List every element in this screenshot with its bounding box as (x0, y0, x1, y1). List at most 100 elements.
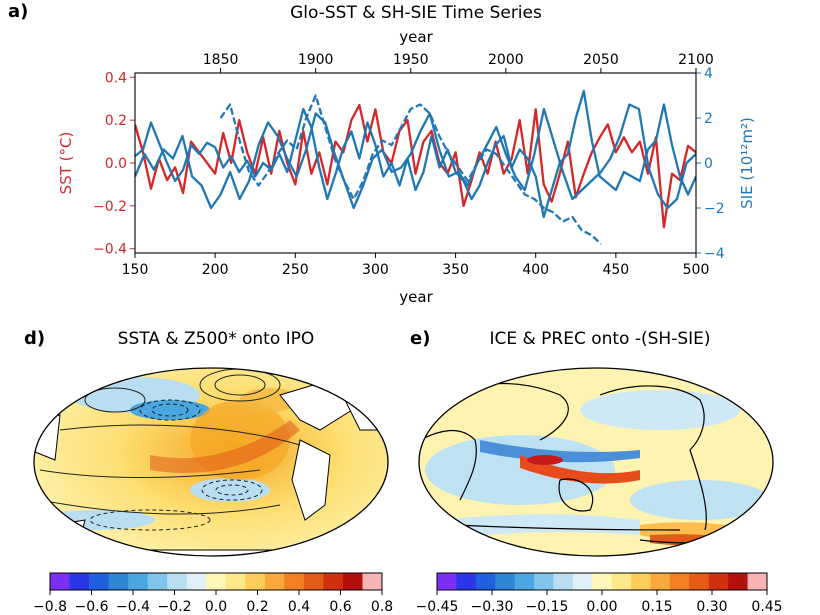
colorbar-d-tick-label: 0.2 (246, 599, 268, 615)
left-y-tick-label: 0.4 (105, 70, 127, 86)
colorbar-cell (708, 573, 729, 590)
colorbar-cell (650, 573, 671, 590)
colorbar-cell (206, 573, 227, 590)
left-y-tick-label: 0.2 (105, 113, 127, 129)
colorbar-cell (631, 573, 652, 590)
panel-a: a) Glo-SST & SH-SIE Time Series year yea… (8, 1, 756, 306)
colorbar-e-tick-label: 0.30 (696, 599, 727, 615)
panel-a-series (135, 89, 696, 245)
top-x-tick-label: 1950 (393, 52, 429, 68)
colorbar-cell (186, 573, 207, 590)
panel-d-label: d) (24, 328, 45, 349)
colorbar-cell (728, 573, 749, 590)
colorbar-cell (323, 573, 344, 590)
map-d (34, 368, 388, 556)
colorbar-cell (514, 573, 535, 590)
map-e-outline (418, 367, 774, 557)
series-line-3 (135, 103, 696, 210)
bottom-x-tick-label: 400 (522, 262, 549, 278)
series-line-2 (135, 89, 696, 219)
colorbar-e: −0.45 −0.30 −0.15 0.00 0.15 0.30 0.45 (416, 572, 783, 615)
panel-d-title: SSTA & Z500* onto IPO (118, 329, 315, 349)
bottom-x-tick-label: 250 (282, 262, 309, 278)
panel-a-label: a) (8, 1, 28, 22)
colorbar-cell (284, 573, 305, 590)
colorbar-d-tick-label: −0.8 (33, 599, 67, 615)
left-y-tick-label: −0.2 (93, 199, 127, 215)
colorbar-d: −0.8 −0.6 −0.4 −0.2 0.0 0.2 0.4 0.6 0.8 (33, 572, 393, 615)
colorbar-e-tick-label: 0.00 (586, 599, 617, 615)
bottom-x-tick-label: 500 (683, 262, 710, 278)
right-y-tick-label: 4 (704, 66, 713, 82)
colorbar-e-tick-label: −0.45 (416, 599, 459, 615)
colorbar-cell (611, 573, 632, 590)
colorbar-cell (553, 573, 574, 590)
panel-e-title: ICE & PREC onto -(SH-SIE) (489, 329, 710, 349)
right-y-tick-label: −2 (704, 201, 725, 217)
panel-a-ticks: 150 200 250 300 350 400 450 500 1850 1900 1950 2000… (93, 52, 725, 278)
colorbar-cell (69, 573, 90, 590)
right-y-tick-label: 2 (704, 111, 713, 127)
colorbar-e-tick-label: 0.45 (751, 599, 782, 615)
panel-e-label: e) (410, 328, 430, 349)
colorbar-cell (128, 573, 149, 590)
right-y-tick-label: −4 (704, 246, 725, 262)
colorbar-cell (495, 573, 516, 590)
series-line-1 (135, 103, 696, 229)
colorbar-cell (303, 573, 324, 590)
colorbar-d-tick-label: 0.6 (329, 599, 351, 615)
top-x-tick-label: 1850 (203, 52, 239, 68)
colorbar-cell (475, 573, 496, 590)
colorbar-d-tick-label: 0.0 (205, 599, 227, 615)
colorbar-cell (342, 573, 363, 590)
left-y-axis-label: SST (°C) (57, 132, 75, 195)
colorbar-cell (225, 573, 246, 590)
bottom-x-tick-label: 150 (122, 262, 149, 278)
bottom-x-tick-label: 200 (202, 262, 229, 278)
colorbar-cell (669, 573, 690, 590)
colorbar-cell (437, 573, 457, 590)
colorbar-cell (264, 573, 285, 590)
top-x-tick-label: 2050 (583, 52, 619, 68)
bottom-x-tick-label: 450 (602, 262, 629, 278)
bottom-x-tick-label: 300 (362, 262, 389, 278)
left-y-tick-label: 0.0 (105, 156, 127, 172)
colorbar-cell (572, 573, 593, 590)
map-d-outline (33, 367, 389, 557)
colorbar-cell (147, 573, 168, 590)
panel-a-title: Glo-SST & SH-SIE Time Series (290, 3, 542, 23)
series-line-4 (219, 94, 602, 245)
colorbar-cell (592, 573, 613, 590)
panel-d: d) SSTA & Z500* onto IPO (24, 328, 389, 557)
bottom-x-tick-label: 350 (442, 262, 469, 278)
colorbar-e-tick-label: −0.30 (471, 599, 514, 615)
colorbar-cell (50, 573, 71, 590)
left-y-tick-label: −0.4 (93, 242, 127, 258)
bottom-x-axis-label: year (399, 288, 433, 306)
top-x-tick-label: 2100 (678, 52, 714, 68)
colorbar-cell (167, 573, 188, 590)
colorbar-d-tick-label: 0.4 (288, 599, 310, 615)
panel-a-frame (134, 72, 697, 254)
colorbar-cell (89, 573, 110, 590)
colorbar-cell (747, 573, 768, 590)
colorbar-d-tick-label: −0.4 (116, 599, 150, 615)
colorbar-d-tick-label: −0.2 (158, 599, 192, 615)
top-x-tick-label: 2000 (488, 52, 524, 68)
colorbar-d-tick-label: 0.8 (371, 599, 393, 615)
colorbar-cell (456, 573, 477, 590)
colorbar-d-tick-label: −0.6 (75, 599, 109, 615)
right-y-tick-label: 0 (704, 156, 713, 172)
colorbar-e-tick-label: 0.15 (641, 599, 672, 615)
colorbar-cell (245, 573, 266, 590)
map-e (419, 368, 773, 556)
top-x-tick-label: 1900 (298, 52, 334, 68)
colorbar-e-tick-label: −0.15 (526, 599, 569, 615)
colorbar-cell (689, 573, 710, 590)
colorbar-cell (362, 573, 383, 590)
panel-e: e) ICE & PREC onto -(SH-SIE) (410, 328, 774, 557)
right-y-axis-label: SIE (10¹²m²) (738, 117, 756, 209)
top-x-axis-label: year (399, 28, 433, 46)
colorbar-cell (534, 573, 554, 590)
